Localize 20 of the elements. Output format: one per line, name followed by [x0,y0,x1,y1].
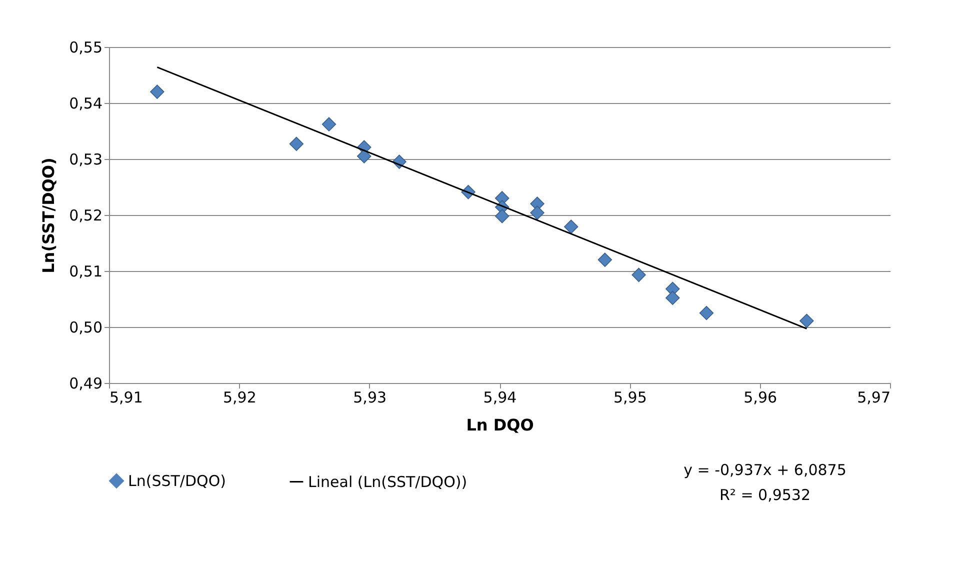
y-axis-title: Ln(SST/DQO) [39,158,58,274]
legend-label: Lineal (Ln(SST/DQO)) [308,472,468,491]
x-tick-label: 5,96 [744,388,778,406]
text: y = -0,937x + 6,0875 [684,461,846,479]
x-axis-title: Ln DQO [466,416,534,434]
y-tick-label: 0,51 [69,262,102,280]
x-tick-label: 5,91 [110,388,143,406]
text: R² = 0,9532 [719,486,811,504]
legend-label: Ln(SST/DQO) [128,472,226,490]
x-tick-label: 5,94 [483,388,517,406]
x-tick-label: 5,92 [222,388,256,406]
x-tick-label: 5,93 [353,388,387,406]
y-tick-label: 0,55 [69,38,102,56]
x-tick-label: 5,97 [857,388,890,406]
x-tick-label: 5,95 [613,388,647,406]
y-tick-label: 0,52 [69,206,102,224]
y-tick-label: 0,49 [69,374,102,392]
y-tick-label: 0,53 [69,150,102,168]
y-tick-label: 0,54 [69,94,102,112]
y-tick-label: 0,50 [69,318,102,336]
